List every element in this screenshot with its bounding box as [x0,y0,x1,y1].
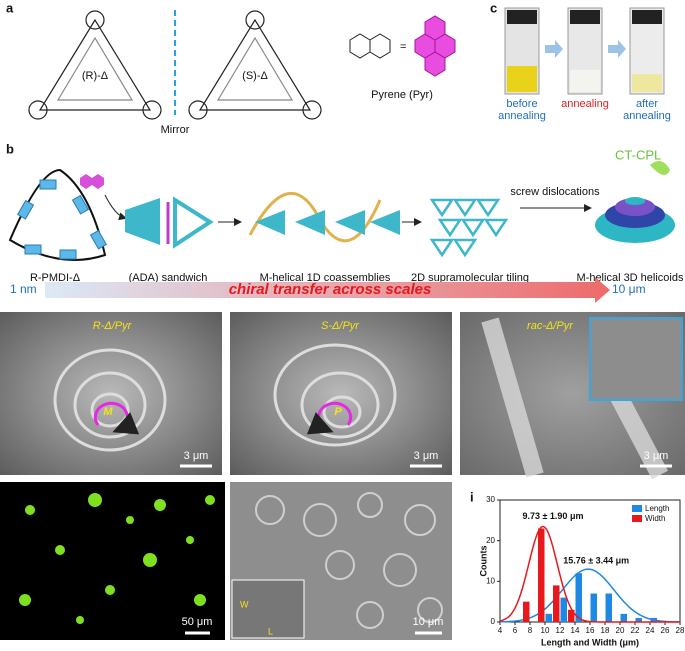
x-tick-label: 4 [498,626,503,635]
schematic [8,161,675,261]
bar [635,617,642,622]
panel-label: i [470,489,474,504]
sample-label: R-Δ/Pyr [93,320,133,332]
fit-label: 15.76 ± 3.44 μm [563,556,629,566]
x-axis-label: Length and Width (μm) [541,637,639,647]
histogram: 4 6 8 10 12 14 16 18 20 22 24 26 28 0 10 20 30 Length and… [478,495,685,647]
step-label: after annealing [623,98,671,122]
inset [589,317,683,401]
sample-label: rac-Δ/Pyr [527,320,574,332]
step-box: after annealing [623,98,671,122]
molecule-label: (S)-Δ [242,70,268,82]
molecule-s [188,10,322,120]
equals: = [400,41,406,53]
fluorescent-particles [19,493,215,624]
arrow-label: screw dislocations [510,186,600,198]
bar [538,528,545,622]
step-label: annealing [561,98,609,110]
sample-label: S-Δ/Pyr [321,320,360,332]
scale-bar-label: 10 μm [413,616,444,628]
panel-label: a [6,0,14,15]
molecule-r [28,10,162,120]
y-tick-label: 30 [486,495,495,504]
step-label: before annealing [498,98,546,122]
x-tick-label: 14 [571,626,580,635]
helicoid [53,348,167,452]
y-tick-label: 20 [486,536,495,545]
panel-label: c [490,0,497,15]
bar [575,573,582,622]
x-tick-label: 22 [631,626,640,635]
stage-label: 2D supramolecular tiling [411,272,529,284]
x-tick-label: 10 [541,626,550,635]
y-tick-label: 10 [486,576,495,585]
legend-swatch [632,515,642,522]
x-tick-label: 28 [676,626,685,635]
helicoid [273,343,397,447]
fit-curve [499,525,680,623]
handedness-arrow [306,401,353,435]
bar [523,601,530,622]
x-tick-label: 8 [528,626,533,635]
vials [504,7,665,95]
stage-label: M-helical 1D coassemblies [260,272,391,284]
x-tick-label: 18 [601,626,610,635]
x-tick-label: 16 [586,626,595,635]
bar [620,613,627,622]
scale-text: chiral transfer across scales [229,281,432,298]
scale-bar-label: 3 μm [184,450,209,462]
emission-label: CT-CPL [615,147,661,162]
bar [553,585,560,622]
x-tick-label: 26 [661,626,670,635]
x-tick-label: 12 [556,626,565,635]
bar [605,593,612,622]
inset-label: L [268,626,273,636]
inset-label: W [240,599,249,609]
x-tick-label: 6 [513,626,518,635]
bar [560,597,567,622]
bar [568,609,575,622]
step-box: annealing [561,98,609,110]
pyrene: = [349,15,456,77]
stage-label: (ADA) sandwich [129,272,208,284]
panel-label: b [6,141,14,156]
y-tick-label: 0 [491,617,496,626]
legend-label: Length [645,504,669,513]
scale-end: 10 μm [612,282,646,296]
handedness: P [334,406,342,418]
scale-bar-label: 3 μm [644,450,669,462]
micrograph [230,312,452,475]
handedness-arrow [93,401,140,435]
pyrene-label: Pyrene (Pyr) [371,89,433,101]
inset [231,579,305,639]
step-box: before annealing [498,98,546,122]
scale-bar-label: 3 μm [414,450,439,462]
y-axis-label: Counts [478,546,488,577]
mirror-label: Mirror [161,124,190,136]
fluorescence-image [0,482,225,640]
x-tick-label: 24 [646,626,655,635]
legend-swatch [632,505,642,512]
fit-curve [500,568,680,623]
handedness: M [103,406,113,418]
scale-bar-label: 50 μm [182,616,213,628]
bar [590,593,597,622]
fit-label: 9.73 ± 1.90 μm [522,511,583,521]
legend-label: Width [645,514,665,523]
bar [545,613,552,622]
scale-arrow [45,277,610,303]
scale-start: 1 nm [10,282,37,296]
helicoids [255,492,443,629]
x-tick-label: 20 [616,626,625,635]
stage-label: R-PMDI-Δ [30,272,81,284]
molecule-label: (R)-Δ [82,70,109,82]
stage-label: M-helical 3D helicoids [577,272,684,284]
